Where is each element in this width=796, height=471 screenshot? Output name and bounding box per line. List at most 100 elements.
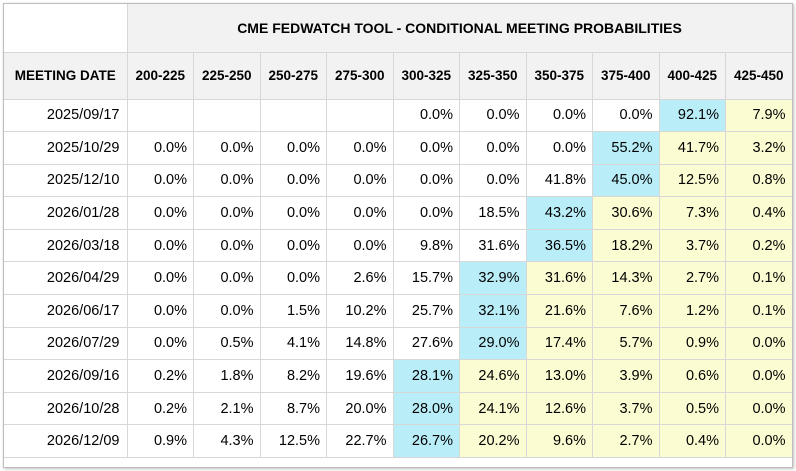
probability-cell: 0.4% bbox=[658, 424, 726, 459]
probability-cell: 92.1% bbox=[658, 98, 726, 133]
probability-cell: 20.0% bbox=[326, 391, 394, 426]
table-row: 2026/07/29 0.0% 0.5% 4.1% 14.8% 27.6% 29.0% 17.… bbox=[4, 326, 792, 361]
probability-cell: 0.6% bbox=[658, 359, 726, 393]
probability-cell: 31.6% bbox=[459, 228, 527, 263]
probability-cell: 10.2% bbox=[326, 294, 394, 328]
probability-cell: 32.9% bbox=[459, 261, 527, 296]
probability-cell: 0.0% bbox=[193, 196, 261, 230]
probability-cell: 45.0% bbox=[592, 163, 660, 198]
probability-cell: 0.0% bbox=[725, 391, 792, 426]
meeting-date-cell: 2025/10/29 bbox=[4, 131, 128, 165]
probability-cell: 0.0% bbox=[126, 131, 194, 165]
probability-cell: 0.0% bbox=[326, 163, 394, 198]
probability-cell: 3.9% bbox=[592, 359, 660, 393]
table-row: 2026/04/29 0.0% 0.0% 0.0% 2.6% 15.7% 32.9% 31.6… bbox=[4, 261, 792, 296]
probability-cell: 27.6% bbox=[392, 326, 460, 361]
probability-cell: 0.0% bbox=[392, 196, 460, 230]
rate-range-header: 300-325 bbox=[392, 51, 460, 100]
probability-cell: 18.2% bbox=[592, 228, 660, 263]
rate-range-header: 375-400 bbox=[592, 51, 660, 100]
probability-cell: 0.0% bbox=[259, 163, 327, 198]
probability-cell: 8.7% bbox=[259, 391, 327, 426]
probability-cell: 14.3% bbox=[592, 261, 660, 296]
meeting-date-cell: 2026/01/28 bbox=[4, 196, 128, 230]
probability-cell: 9.6% bbox=[525, 424, 593, 459]
probability-cell: 0.0% bbox=[592, 98, 660, 133]
probability-cell: 1.5% bbox=[259, 294, 327, 328]
probability-cell: 0.0% bbox=[126, 261, 194, 296]
meeting-date-cell: 2026/09/16 bbox=[4, 359, 128, 393]
probability-cell: 12.5% bbox=[259, 424, 327, 459]
meeting-date-cell: 2026/10/28 bbox=[4, 391, 128, 426]
probability-cell: 7.9% bbox=[725, 98, 792, 133]
probability-table: CME FEDWATCH TOOL - CONDITIONAL MEETING … bbox=[4, 4, 792, 459]
probability-cell: 24.6% bbox=[459, 359, 527, 393]
probability-cell bbox=[259, 98, 327, 133]
probability-cell: 4.3% bbox=[193, 424, 261, 459]
probability-cell: 0.8% bbox=[725, 163, 792, 198]
probability-cell: 2.1% bbox=[193, 391, 261, 426]
probability-cell: 21.6% bbox=[525, 294, 593, 328]
probability-cell: 0.0% bbox=[459, 98, 527, 133]
probability-cell bbox=[326, 98, 394, 133]
probability-cell: 19.6% bbox=[326, 359, 394, 393]
probability-cell: 0.0% bbox=[126, 294, 194, 328]
probability-cell: 0.0% bbox=[326, 228, 394, 263]
probability-cell: 2.7% bbox=[592, 424, 660, 459]
table-row: 2025/10/29 0.0% 0.0% 0.0% 0.0% 0.0% 0.0% 0.0% 55… bbox=[4, 131, 792, 165]
probability-cell: 0.2% bbox=[126, 391, 194, 426]
meeting-date-cell: 2026/06/17 bbox=[4, 294, 128, 328]
probability-cell: 0.0% bbox=[459, 131, 527, 165]
probability-cell: 0.0% bbox=[326, 131, 394, 165]
probability-cell: 0.5% bbox=[658, 391, 726, 426]
probability-cell: 7.6% bbox=[592, 294, 660, 328]
probability-cell: 0.0% bbox=[725, 359, 792, 393]
probability-cell: 24.1% bbox=[459, 391, 527, 426]
probability-cell: 0.0% bbox=[259, 196, 327, 230]
probability-cell: 0.1% bbox=[725, 261, 792, 296]
probability-cell: 0.0% bbox=[259, 131, 327, 165]
probability-cell: 0.0% bbox=[459, 163, 527, 198]
probability-cell: 41.8% bbox=[525, 163, 593, 198]
table-row: 2026/01/28 0.0% 0.0% 0.0% 0.0% 0.0% 18.5% 43.2%… bbox=[4, 196, 792, 230]
probability-cell: 0.0% bbox=[525, 131, 593, 165]
probability-cell: 0.0% bbox=[193, 261, 261, 296]
probability-cell: 2.6% bbox=[326, 261, 394, 296]
probability-cell: 0.0% bbox=[126, 196, 194, 230]
title-row: CME FEDWATCH TOOL - CONDITIONAL MEETING … bbox=[4, 4, 792, 53]
probability-cell: 0.0% bbox=[193, 131, 261, 165]
rate-range-header: 250-275 bbox=[259, 51, 327, 100]
probability-cell: 29.0% bbox=[459, 326, 527, 361]
meeting-date-cell: 2026/12/09 bbox=[4, 424, 128, 459]
rate-range-header: 325-350 bbox=[459, 51, 527, 100]
meeting-date-cell: 2025/09/17 bbox=[4, 98, 128, 133]
column-header-row: MEETING DATE 200-225 225-250 250-275 275-30… bbox=[4, 51, 792, 100]
table-row: 2026/09/16 0.2% 1.8% 8.2% 19.6% 28.1% 24.6% 13.… bbox=[4, 359, 792, 393]
probability-cell: 17.4% bbox=[525, 326, 593, 361]
probability-cell: 3.2% bbox=[725, 131, 792, 165]
probability-cell: 0.0% bbox=[259, 228, 327, 263]
probability-cell: 0.9% bbox=[126, 424, 194, 459]
probability-cell: 1.2% bbox=[658, 294, 726, 328]
meeting-date-cell: 2025/12/10 bbox=[4, 163, 128, 198]
probability-cell: 20.2% bbox=[459, 424, 527, 459]
probability-cell: 2.7% bbox=[658, 261, 726, 296]
probability-cell: 3.7% bbox=[658, 228, 726, 263]
rate-range-header: 200-225 bbox=[126, 51, 194, 100]
probability-cell: 0.0% bbox=[193, 294, 261, 328]
probability-cell: 5.7% bbox=[592, 326, 660, 361]
table-row: 2026/06/17 0.0% 0.0% 1.5% 10.2% 25.7% 32.1% 21.… bbox=[4, 294, 792, 328]
probability-cell: 9.8% bbox=[392, 228, 460, 263]
table-row: 2025/09/17 0.0% 0.0% 0.0% 0.0% 92.1% 7.9% bbox=[4, 98, 792, 133]
probability-cell: 32.1% bbox=[459, 294, 527, 328]
probability-cell bbox=[193, 98, 261, 133]
probability-cell: 1.8% bbox=[193, 359, 261, 393]
probability-cell: 12.6% bbox=[525, 391, 593, 426]
table-row: 2026/03/18 0.0% 0.0% 0.0% 0.0% 9.8% 31.6% 36.5%… bbox=[4, 228, 792, 263]
probability-cell: 0.5% bbox=[193, 326, 261, 361]
probability-cell: 3.7% bbox=[592, 391, 660, 426]
probability-cell: 31.6% bbox=[525, 261, 593, 296]
probability-cell: 0.0% bbox=[725, 424, 792, 459]
probability-cell: 0.0% bbox=[126, 326, 194, 361]
probability-cell: 0.0% bbox=[392, 163, 460, 198]
